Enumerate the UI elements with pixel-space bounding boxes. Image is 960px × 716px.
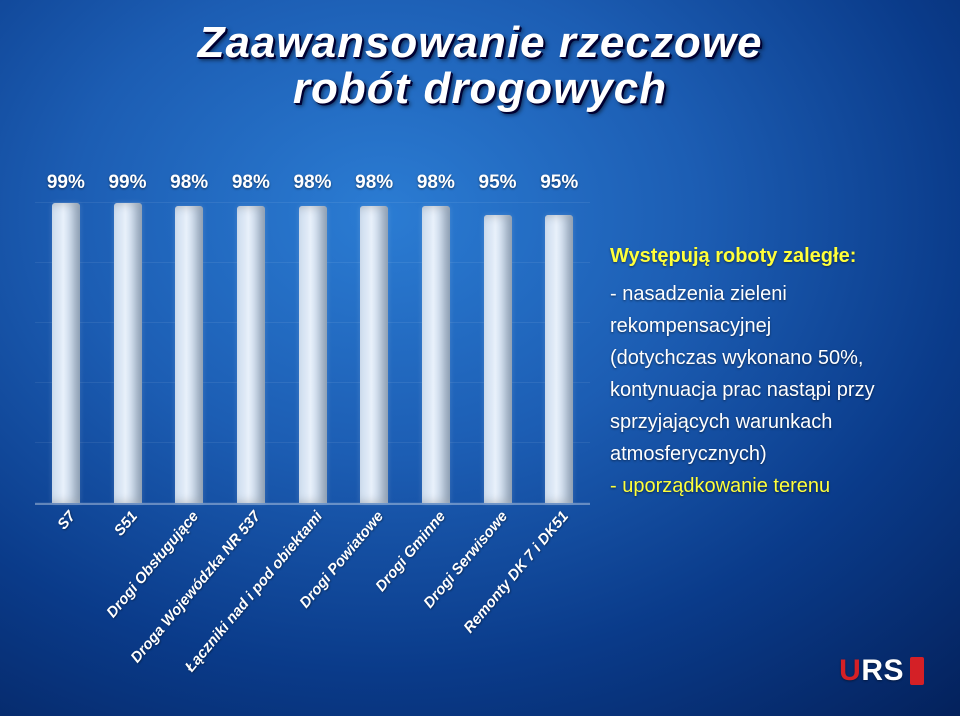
bar-value-label: 95% — [467, 172, 529, 194]
bar-chart: 99%99%98%98%98%98%98%95%95% S7S51Drogi O… — [35, 160, 590, 590]
bar — [237, 206, 265, 503]
bar-slot: 95% — [528, 200, 590, 503]
side-text-block: Występują roboty zaległe: - nasadzenia z… — [610, 240, 930, 502]
bar-slot: 95% — [467, 200, 529, 503]
bar-value-label: 98% — [158, 172, 220, 194]
bar — [484, 215, 512, 503]
bar-slot: 98% — [220, 200, 282, 503]
bar — [114, 203, 142, 503]
x-axis-label: S51 — [110, 508, 140, 539]
bar-slot: 99% — [97, 200, 159, 503]
side-text-line: rekompensacyjnej — [610, 310, 930, 342]
logo-text: URS — [839, 654, 904, 688]
side-text-line: kontynuacja prac nastąpi przy — [610, 374, 930, 406]
slide-title: Zaawansowanie rzeczowe robót drogowych — [50, 20, 910, 112]
side-text-line: sprzyjających warunkach — [610, 406, 930, 438]
chart-plot: 99%99%98%98%98%98%98%95%95% — [35, 200, 590, 505]
logo-mark-icon — [910, 657, 924, 685]
x-axis-label: S7 — [54, 508, 79, 533]
urs-logo: URS — [839, 654, 924, 688]
side-last-line: - uporządkowanie terenu — [610, 470, 930, 502]
x-axis-label: Remonty DK 7 i DK51 — [461, 508, 573, 636]
bar — [175, 206, 203, 503]
bar-value-label: 98% — [343, 172, 405, 194]
bar — [422, 206, 450, 503]
bar-value-label: 98% — [220, 172, 282, 194]
bar-value-label: 98% — [405, 172, 467, 194]
x-axis-label: Droga Wojewódzka NR 537 — [127, 508, 264, 666]
bar-value-label: 95% — [528, 172, 590, 194]
bar — [545, 215, 573, 503]
side-text-line: atmosferycznych) — [610, 438, 930, 470]
bar-value-label: 99% — [35, 172, 97, 194]
bar-slot: 98% — [405, 200, 467, 503]
chart-bars: 99%99%98%98%98%98%98%95%95% — [35, 200, 590, 503]
title-line-2: robót drogowych — [50, 66, 910, 112]
bar-slot: 98% — [343, 200, 405, 503]
bar — [52, 203, 80, 503]
bar-value-label: 99% — [97, 172, 159, 194]
bar-slot: 99% — [35, 200, 97, 503]
title-line-1: Zaawansowanie rzeczowe — [50, 20, 910, 66]
bar-value-label: 98% — [282, 172, 344, 194]
side-text-line: (dotychczas wykonano 50%, — [610, 342, 930, 374]
bar — [360, 206, 388, 503]
bar-slot: 98% — [158, 200, 220, 503]
bar-slot: 98% — [282, 200, 344, 503]
side-heading: Występują roboty zaległe: — [610, 240, 930, 272]
side-text-line: - nasadzenia zieleni — [610, 278, 930, 310]
bar — [299, 206, 327, 503]
